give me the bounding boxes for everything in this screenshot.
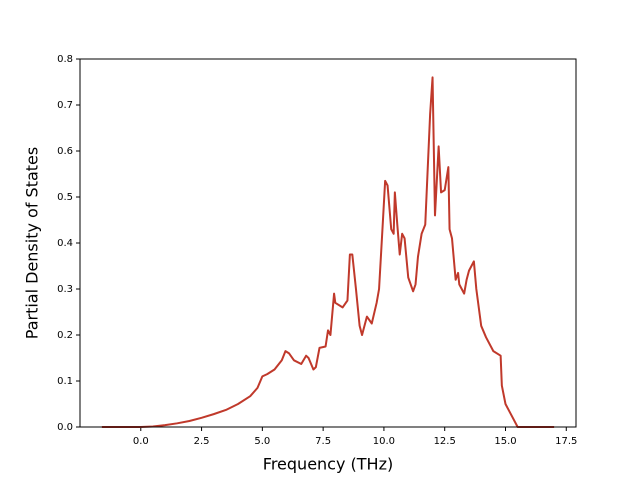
x-tick-label: 5.0 xyxy=(254,436,270,447)
y-tick-label: 0.8 xyxy=(57,54,73,65)
x-tick-label: 17.5 xyxy=(555,436,577,447)
y-tick-label: 0.1 xyxy=(57,376,73,387)
y-tick-label: 0.4 xyxy=(57,238,73,249)
y-tick-label: 0.6 xyxy=(57,146,73,157)
x-tick-label: 7.5 xyxy=(315,436,331,447)
y-tick-label: 0.0 xyxy=(57,422,73,433)
y-tick-label: 0.7 xyxy=(57,100,73,111)
y-tick-label: 0.2 xyxy=(57,330,73,341)
x-tick-label: 12.5 xyxy=(434,436,456,447)
y-axis-label: Partial Density of States xyxy=(23,147,42,339)
x-tick-label: 15.0 xyxy=(494,436,516,447)
plot-frame xyxy=(79,58,577,428)
x-tick-label: 10.0 xyxy=(373,436,395,447)
x-axis-label: Frequency (THz) xyxy=(263,455,393,474)
x-tick-label: 2.5 xyxy=(194,436,210,447)
y-tick-label: 0.3 xyxy=(57,284,73,295)
data-line xyxy=(101,76,555,428)
x-tick-label: 0.0 xyxy=(133,436,149,447)
y-tick-label: 0.5 xyxy=(57,192,73,203)
